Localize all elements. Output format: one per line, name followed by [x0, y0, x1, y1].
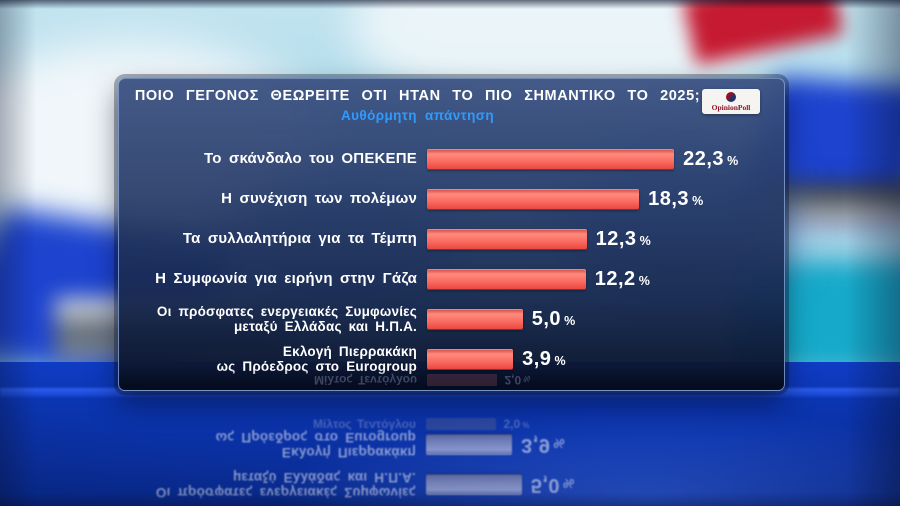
row-label: Η συνέχιση των πολέμων [139, 189, 427, 208]
percent-sign: % [523, 374, 531, 383]
percent-sign: % [692, 193, 704, 208]
row-value-number: 22,3 [683, 147, 725, 170]
row-value-number: 5,0 [531, 307, 562, 330]
poll-question-title: ΠΟΙΟ ΓΕΓΟΝΟΣ ΘΕΩΡΕΙΤΕ ΟΤΙ ΗΤΑΝ ΤΟ ΠΙΟ ΣΗ… [134, 88, 701, 104]
percent-sign: % [564, 313, 576, 328]
poll-subtitle: Αυθόρμητη απάντηση [340, 108, 495, 123]
chart-rows: Το σκάνδαλο του ΟΠΕΚΕΠΕ 22,3% Η συνέχιση τ… [139, 139, 769, 379]
row-value: 5,0% [532, 308, 576, 331]
chart-row: Τα συλλαλητήρια για τα Τέμπη 12,3% [139, 219, 769, 259]
row-label-line: Εκλογή Πιερρακάκη [282, 344, 417, 359]
row-value: 12,2% [595, 268, 651, 291]
row-label: Τα συλλαλητήρια για τα Τέμπη [139, 229, 427, 248]
row-label-line: Οι πρόσφατες ενεργειακές Συμφωνίες [156, 304, 417, 319]
flipped-extra-row-label: Μίλτος Τεντόγλου [314, 373, 417, 387]
row-label: Η Συμφωνία για ειρήνη στην Γάζα [139, 269, 427, 288]
row-value-number: 18,3 [648, 187, 690, 210]
row-label-line: Η συνέχιση των πολέμων [221, 189, 417, 207]
row-value-number: 12,2 [594, 267, 636, 290]
bar [427, 148, 675, 170]
bar [427, 348, 514, 370]
percent-sign: % [554, 353, 567, 368]
opinionpoll-logo-text: OpinionPoll [711, 102, 751, 112]
panel-header: ΠΟΙΟ ΓΕΓΟΝΟΣ ΘΕΩΡΕΙΤΕ ΟΤΙ ΗΤΑΝ ΤΟ ΠΙΟ ΣΗ… [119, 79, 784, 123]
flipped-extra-row-value: 2,0% [505, 373, 531, 387]
row-bar-area: 3,9% [427, 348, 769, 371]
row-bar-area: 22,3% [427, 148, 769, 171]
row-label-line: Η Συμφωνία για ειρήνη στην Γάζα [155, 269, 417, 287]
row-bar-area: 5,0% [427, 308, 769, 331]
row-label-line: Το σκάνδαλο του ΟΠΕΚΕΠΕ [204, 149, 417, 167]
row-value: 18,3% [648, 188, 704, 211]
opinionpoll-sphere-icon [726, 92, 736, 102]
percent-sign: % [639, 233, 652, 248]
flipped-extra-row: Μίλτος Τεντόγλου 2,0% [119, 370, 784, 390]
panel-footer-strip: Μίλτος Τεντόγλου 2,0% [119, 370, 784, 390]
opinionpoll-logo: OpinionPoll [702, 89, 760, 114]
bar [427, 268, 586, 290]
bar [427, 188, 640, 210]
row-value: 3,9% [522, 348, 566, 371]
row-label: Οι πρόσφατες ενεργειακές Συμφωνίες μεταξύ… [139, 304, 427, 334]
row-label-line: μεταξύ Ελλάδας και Η.Π.Α. [233, 319, 417, 334]
chart-row: Η συνέχιση των πολέμων 18,3% [139, 179, 769, 219]
row-bar-area: 12,3% [427, 228, 769, 251]
row-bar-area: 18,3% [427, 188, 769, 211]
row-label: Το σκάνδαλο του ΟΠΕΚΕΠΕ [139, 149, 427, 168]
bar [427, 228, 587, 250]
row-value-number: 12,3 [595, 227, 637, 250]
row-label-line: Τα συλλαλητήρια για τα Τέμπη [182, 229, 417, 247]
chart-row: Το σκάνδαλο του ΟΠΕΚΕΠΕ 22,3% [139, 139, 769, 179]
chart-row: Οι πρόσφατες ενεργειακές Συμφωνίες μεταξύ… [139, 299, 769, 339]
percent-sign: % [727, 153, 739, 168]
chart-row: Η Συμφωνία για ειρήνη στην Γάζα 12,2% [139, 259, 769, 299]
bar [427, 308, 523, 330]
flipped-extra-row-bar [427, 374, 497, 386]
row-bar-area: 12,2% [427, 268, 769, 291]
flipped-extra-row-number: 2,0 [504, 373, 522, 387]
row-value: 12,3% [596, 228, 652, 251]
row-value-number: 3,9 [522, 347, 552, 370]
percent-sign: % [638, 273, 651, 288]
poll-panel: ΠΟΙΟ ΓΕΓΟΝΟΣ ΘΕΩΡΕΙΤΕ ΟΤΙ ΗΤΑΝ ΤΟ ΠΙΟ ΣΗ… [118, 78, 785, 391]
row-value: 22,3% [683, 148, 739, 171]
